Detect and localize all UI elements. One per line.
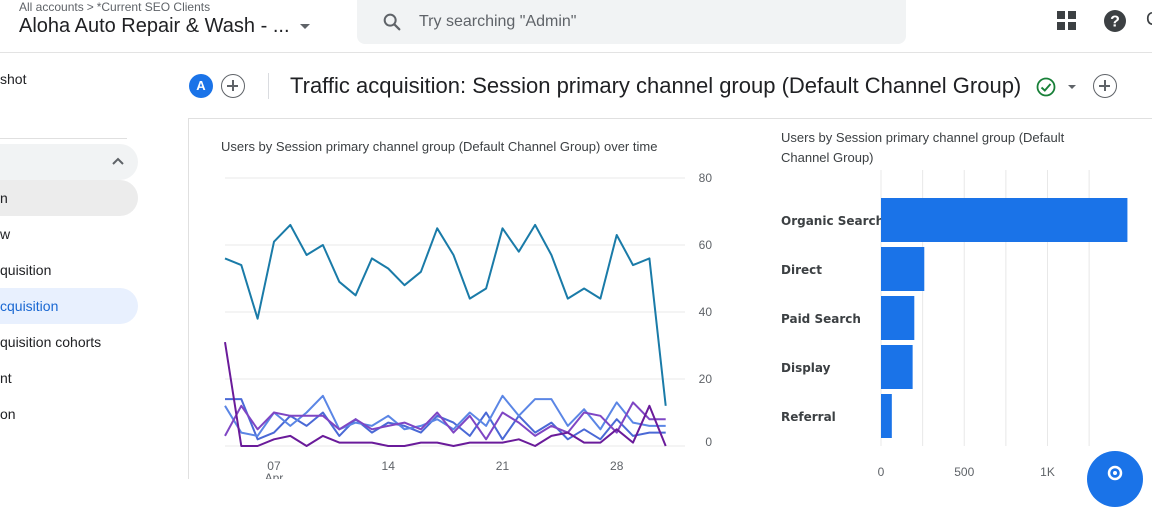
series-line[interactable] — [224, 223, 667, 406]
nav-item-overview[interactable]: n — [0, 180, 138, 216]
x-tick-label: 21 — [496, 459, 510, 473]
bar[interactable] — [881, 247, 925, 291]
bar[interactable] — [881, 345, 913, 389]
category-label: Direct — [781, 263, 822, 277]
breadcrumb[interactable]: All accounts > *Current SEO Clients — [19, 0, 210, 14]
insights-sparkle-icon — [1107, 465, 1123, 481]
nav-item-monetization[interactable]: on — [0, 406, 16, 422]
bar-chart-title: Users by Session primary channel group (… — [781, 130, 1065, 165]
breadcrumb-account-group[interactable]: *Current SEO Clients — [96, 0, 211, 14]
insights-fab[interactable] — [1087, 451, 1143, 507]
series-line[interactable] — [224, 341, 667, 447]
y-tick-label: 20 — [699, 372, 713, 386]
report-header: A Traffic acquisition: Session primary c… — [160, 53, 1152, 118]
x-tick-label: 14 — [382, 459, 396, 473]
series-line[interactable] — [225, 398, 666, 441]
nav-item-engagement[interactable]: nt — [0, 370, 12, 386]
nav-item-traffic-acquisition[interactable]: cquisition — [0, 288, 138, 324]
add-comparison-icon[interactable] — [221, 74, 245, 98]
breadcrumb-separator: > — [86, 0, 94, 14]
chevron-up-icon[interactable] — [111, 156, 125, 166]
x-tick-label: 500 — [954, 465, 974, 479]
account-name: Aloha Auto Repair & Wash - ... — [19, 15, 290, 37]
header-divider — [268, 73, 269, 99]
account-selector[interactable]: Aloha Auto Repair & Wash - ... — [19, 15, 310, 38]
report-title: Traffic acquisition: Session primary cha… — [290, 73, 1022, 98]
nav-item-user-acquisition[interactable]: quisition — [0, 262, 52, 278]
y-tick-label: 60 — [699, 238, 713, 252]
left-navigation: shot n w quisition cquisition quisition … — [0, 53, 160, 479]
apps-grid-icon[interactable] — [1057, 11, 1077, 31]
breadcrumb-all-accounts[interactable]: All accounts — [19, 0, 84, 14]
top-bar: All accounts > *Current SEO Clients Aloha … — [0, 0, 1152, 53]
series-line[interactable] — [224, 394, 666, 437]
caret-down-icon — [299, 24, 310, 29]
x-tick-label: 28 — [610, 459, 624, 473]
nav-divider — [0, 138, 127, 139]
line-chart-title: Users by Session primary channel group (… — [221, 139, 658, 154]
account-avatar-edge[interactable]: C — [1146, 9, 1152, 30]
bar[interactable] — [881, 394, 892, 438]
nav-item-acquisition-cohorts[interactable]: quisition cohorts — [0, 334, 102, 350]
nav-item-overview-2[interactable]: w — [0, 226, 11, 242]
y-tick-label: 0 — [705, 435, 712, 449]
comparison-avatar[interactable]: A — [189, 74, 213, 98]
help-icon[interactable]: ? — [1103, 9, 1127, 33]
y-tick-label: 40 — [699, 305, 713, 319]
bar[interactable] — [881, 198, 1128, 242]
x-tick-label: 1K — [1040, 465, 1055, 479]
add-report-icon[interactable] — [1093, 74, 1117, 98]
line-chart[interactable]: 80 60 40 20 0 07 14 21 28 Apr — [200, 170, 740, 479]
category-label: Organic Search — [781, 214, 884, 228]
bar[interactable] — [881, 296, 915, 340]
svg-text:?: ? — [1110, 14, 1120, 31]
series-line[interactable] — [224, 401, 666, 441]
category-label: Display — [781, 361, 831, 375]
caret-down-icon — [1068, 85, 1076, 89]
x-tick-label: 07 — [267, 459, 281, 473]
nav-item-snapshot[interactable]: shot — [0, 71, 27, 87]
search-icon — [383, 13, 401, 31]
y-tick-label: 80 — [699, 171, 713, 185]
search-input[interactable] — [419, 13, 859, 31]
search-bar[interactable] — [357, 0, 906, 44]
x-tick-month-label: Apr — [265, 471, 284, 479]
x-tick-label: 0 — [878, 465, 885, 479]
report-status-chip[interactable] — [1028, 73, 1090, 101]
check-circle-icon — [1036, 77, 1056, 97]
category-label: Paid Search — [781, 312, 861, 326]
category-label: Referral — [781, 410, 836, 424]
